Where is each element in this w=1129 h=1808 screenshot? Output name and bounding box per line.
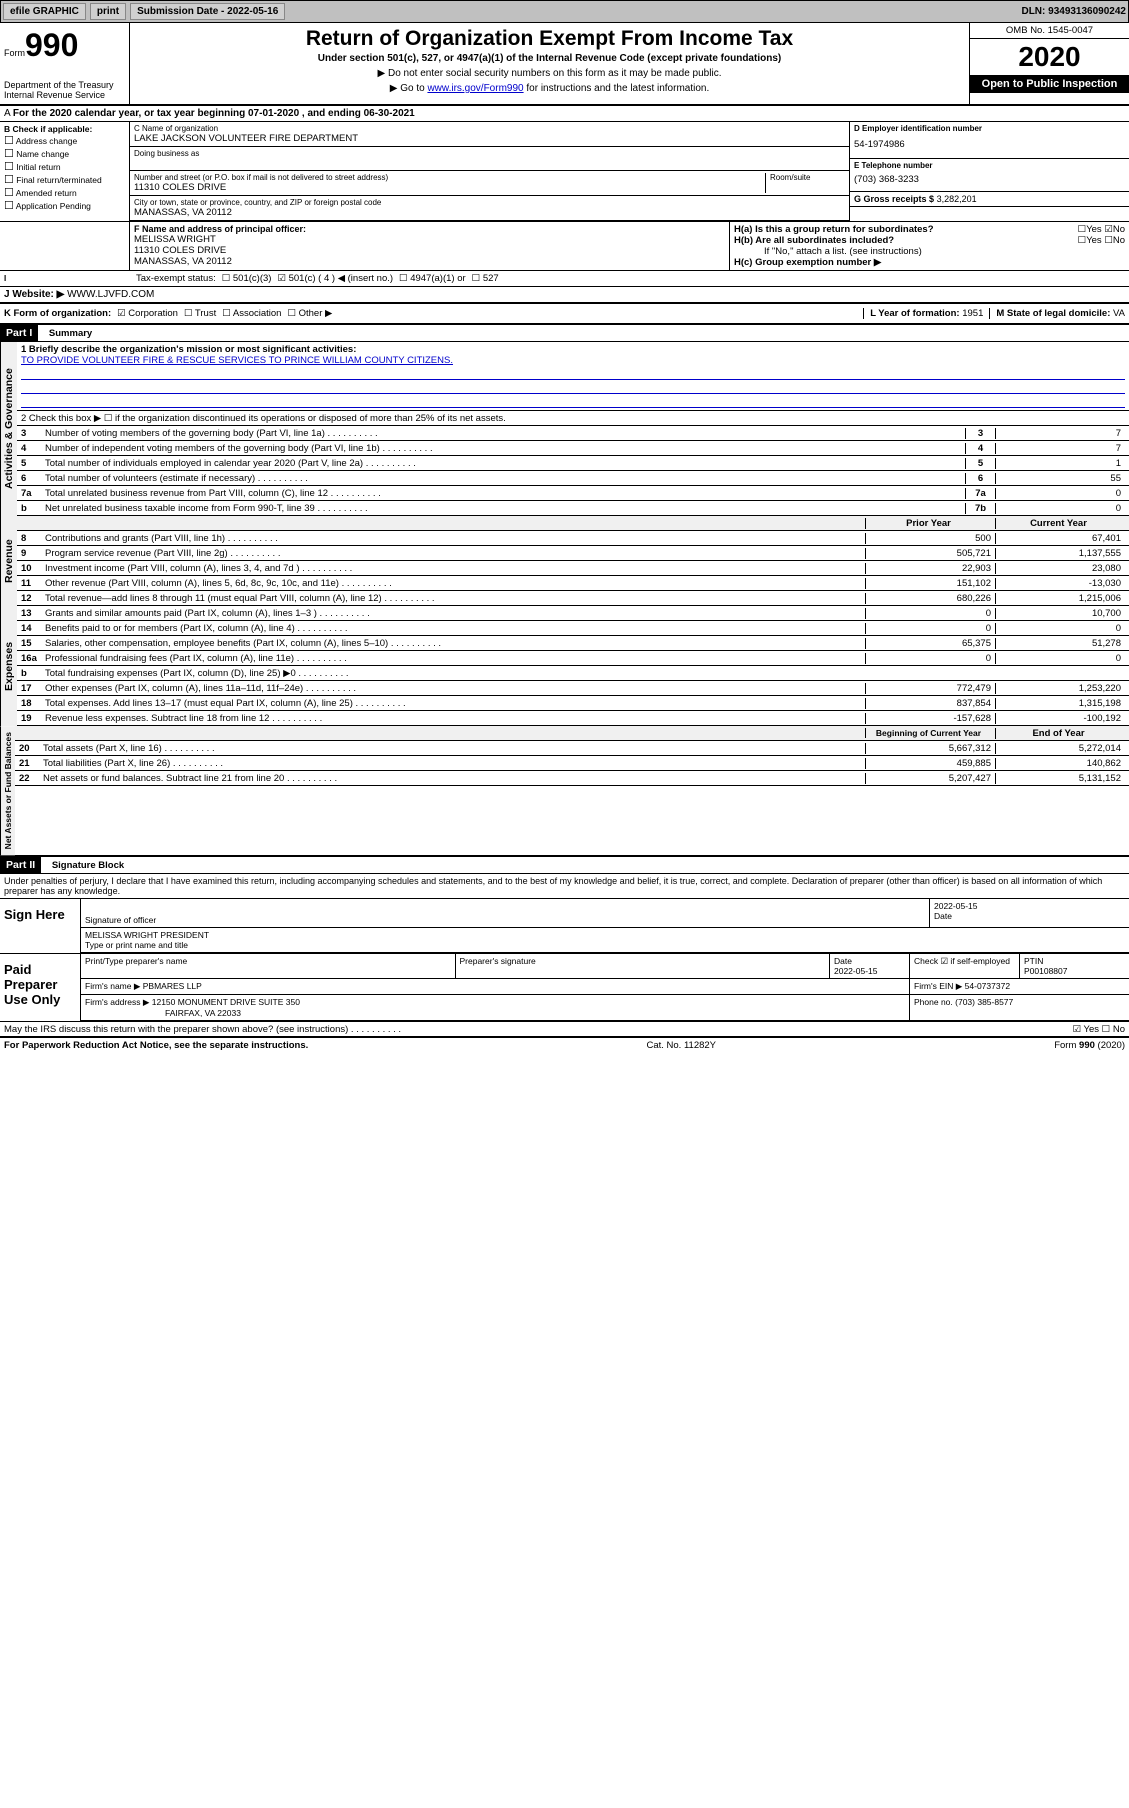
- line-row: bTotal fundraising expenses (Part IX, co…: [17, 666, 1129, 681]
- line-row: bNet unrelated business taxable income f…: [17, 501, 1129, 516]
- b-heading: B Check if applicable:: [4, 124, 125, 134]
- line-row: 4Number of independent voting members of…: [17, 441, 1129, 456]
- section-fh: F Name and address of principal officer:…: [0, 222, 1129, 271]
- line-row: 12Total revenue—add lines 8 through 11 (…: [17, 591, 1129, 606]
- website[interactable]: WWW.LJVFD.COM: [67, 289, 154, 300]
- perjury: Under penalties of perjury, I declare th…: [0, 874, 1129, 899]
- topbar: efile GRAPHIC print Submission Date - 20…: [0, 0, 1129, 23]
- dln: DLN: 93493136090242: [1021, 6, 1126, 17]
- line-row: 9Program service revenue (Part VIII, lin…: [17, 546, 1129, 561]
- omb: OMB No. 1545-0047: [970, 23, 1129, 39]
- tax-year: 2020: [970, 39, 1129, 75]
- open-public: Open to Public Inspection: [970, 75, 1129, 93]
- gross-receipts: 3,282,201: [937, 194, 977, 204]
- line-row: 22Net assets or fund balances. Subtract …: [15, 771, 1129, 786]
- line-row: 17Other expenses (Part IX, column (A), l…: [17, 681, 1129, 696]
- ein: 54-1974986: [854, 133, 1125, 156]
- line-row: 8Contributions and grants (Part VIII, li…: [17, 531, 1129, 546]
- part1-label: Part I: [0, 325, 38, 341]
- vlabel-gov: Activities & Governance: [0, 342, 17, 516]
- footer: For Paperwork Reduction Act Notice, see …: [0, 1037, 1129, 1053]
- org-name: LAKE JACKSON VOLUNTEER FIRE DEPARTMENT: [134, 133, 845, 144]
- note-ssn: ▶ Do not enter social security numbers o…: [138, 68, 961, 79]
- line-row: 14Benefits paid to or for members (Part …: [17, 621, 1129, 636]
- checkbox-item[interactable]: ☐ Name change: [4, 147, 125, 160]
- form-title: Return of Organization Exempt From Incom…: [138, 27, 961, 51]
- submission-date: Submission Date - 2022-05-16: [130, 3, 285, 20]
- section-bcd: B Check if applicable: ☐ Address change☐…: [0, 122, 1129, 222]
- part2-title: Signature Block: [44, 860, 124, 871]
- vlabel-exp: Expenses: [0, 606, 17, 726]
- firm-name: PBMARES LLP: [143, 981, 202, 991]
- paid-preparer: Paid Preparer Use Only Print/Type prepar…: [0, 954, 1129, 1022]
- note-link: ▶ Go to www.irs.gov/Form990 for instruct…: [138, 83, 961, 94]
- checkbox-item[interactable]: ☐ Address change: [4, 134, 125, 147]
- summary-revenue: Revenue Prior YearCurrent Year 8Contribu…: [0, 516, 1129, 606]
- checkbox-item[interactable]: ☐ Application Pending: [4, 199, 125, 212]
- summary-net: Net Assets or Fund Balances Beginning of…: [0, 726, 1129, 857]
- city: MANASSAS, VA 20112: [134, 207, 845, 218]
- checkbox-item[interactable]: ☐ Final return/terminated: [4, 173, 125, 186]
- form-subtitle: Under section 501(c), 527, or 4947(a)(1)…: [138, 53, 961, 64]
- form990-link[interactable]: www.irs.gov/Form990: [427, 83, 523, 94]
- checkbox-item[interactable]: ☐ Amended return: [4, 186, 125, 199]
- line-row: 3Number of voting members of the governi…: [17, 426, 1129, 441]
- officer-name: MELISSA WRIGHT: [134, 234, 725, 245]
- line-row: 6Total number of volunteers (estimate if…: [17, 471, 1129, 486]
- irs-discuss: May the IRS discuss this return with the…: [0, 1022, 1129, 1037]
- mission-text: TO PROVIDE VOLUNTEER FIRE & RESCUE SERVI…: [21, 355, 1125, 366]
- part1-title: Summary: [41, 328, 92, 339]
- form-header: Form990 Department of the Treasury Inter…: [0, 23, 1129, 106]
- street: 11310 COLES DRIVE: [134, 182, 765, 193]
- row-a: A For the 2020 calendar year, or tax yea…: [0, 106, 1129, 122]
- website-row: J Website: ▶ WWW.LJVFD.COM: [0, 287, 1129, 304]
- line-row: 13Grants and similar amounts paid (Part …: [17, 606, 1129, 621]
- line-row: 15Salaries, other compensation, employee…: [17, 636, 1129, 651]
- line-row: 19Revenue less expenses. Subtract line 1…: [17, 711, 1129, 726]
- sign-here: Sign Here Signature of officer 2022-05-1…: [0, 899, 1129, 954]
- line-row: 10Investment income (Part VIII, column (…: [17, 561, 1129, 576]
- form-word: Form: [4, 48, 25, 58]
- form-number: 990: [25, 27, 78, 63]
- checkbox-item[interactable]: ☐ Initial return: [4, 160, 125, 173]
- summary-expenses: Expenses 13Grants and similar amounts pa…: [0, 606, 1129, 726]
- line-row: 7aTotal unrelated business revenue from …: [17, 486, 1129, 501]
- dept: Department of the Treasury Internal Reve…: [4, 80, 125, 100]
- line-row: 18Total expenses. Add lines 13–17 (must …: [17, 696, 1129, 711]
- tax-status-row: I Tax-exempt status: ☐ 501(c)(3) ☑ 501(c…: [0, 271, 1129, 287]
- vlabel-net: Net Assets or Fund Balances: [0, 726, 15, 855]
- phone: (703) 368-3233: [854, 170, 1125, 189]
- print-btn[interactable]: print: [90, 3, 126, 20]
- line-row: 11Other revenue (Part VIII, column (A), …: [17, 576, 1129, 591]
- row-k: K Form of organization: ☑ Corporation ☐ …: [0, 304, 1129, 325]
- line-row: 20Total assets (Part X, line 16)5,667,31…: [15, 741, 1129, 756]
- vlabel-rev: Revenue: [0, 516, 17, 606]
- line-row: 5Total number of individuals employed in…: [17, 456, 1129, 471]
- officer-sig-name: MELISSA WRIGHT PRESIDENT: [85, 930, 1125, 940]
- efile-btn[interactable]: efile GRAPHIC: [3, 3, 86, 20]
- part2-label: Part II: [0, 857, 41, 873]
- line-row: 16aProfessional fundraising fees (Part I…: [17, 651, 1129, 666]
- line-row: 21Total liabilities (Part X, line 26)459…: [15, 756, 1129, 771]
- summary-governance: Activities & Governance 1 Briefly descri…: [0, 342, 1129, 516]
